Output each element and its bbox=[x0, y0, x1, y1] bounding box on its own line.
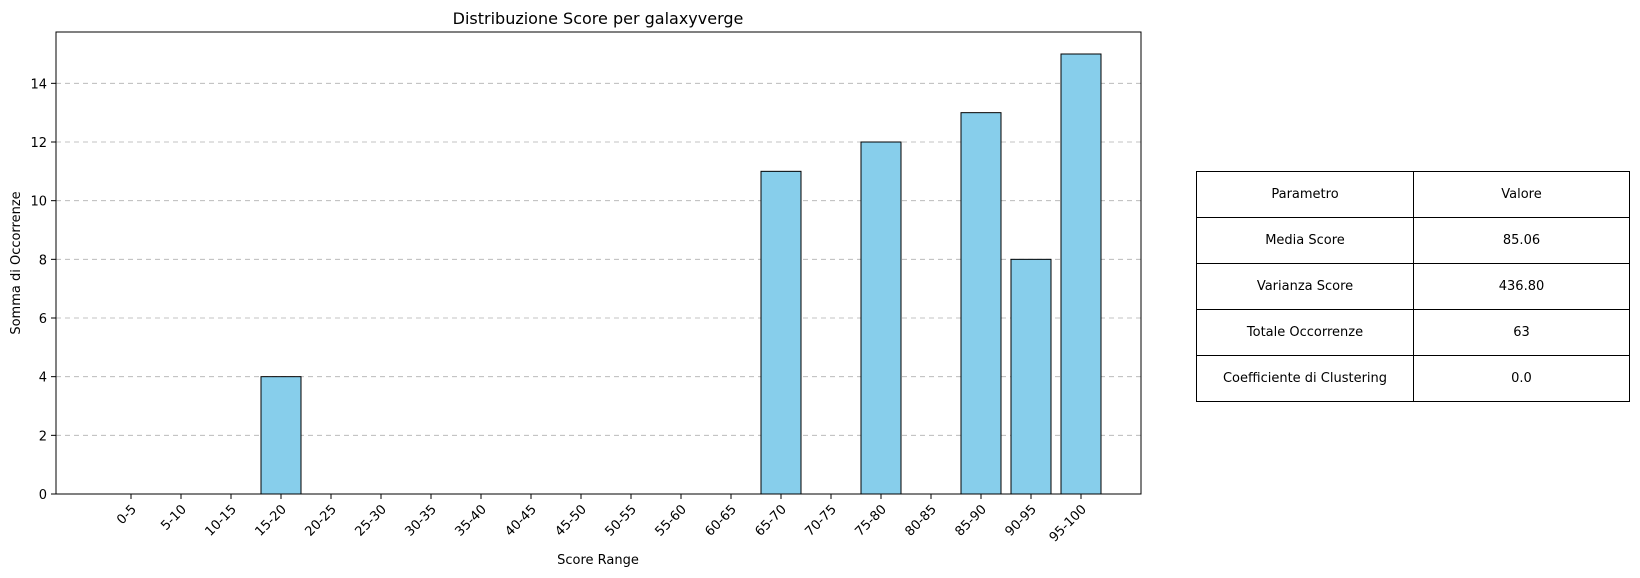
y-tick-label: 14 bbox=[30, 77, 47, 92]
table-header-row: Parametro Valore bbox=[1196, 171, 1630, 218]
stats-table: Parametro Valore Media Score 85.06 Varianza … bbox=[1196, 171, 1630, 402]
x-tick-label: 30-35 bbox=[403, 502, 440, 539]
x-tick-label: 50-55 bbox=[603, 502, 640, 539]
table-cell: 436.80 bbox=[1413, 263, 1630, 310]
x-tick-label: 80-85 bbox=[903, 502, 940, 539]
bars bbox=[260, 53, 1102, 495]
table-cell: 0.0 bbox=[1413, 355, 1630, 402]
x-tick-label: 40-45 bbox=[503, 502, 540, 539]
y-tick-label: 8 bbox=[39, 253, 47, 268]
table-cell: Media Score bbox=[1196, 217, 1414, 264]
x-axis-label: Score Range bbox=[557, 553, 639, 568]
table-cell: 63 bbox=[1413, 309, 1630, 356]
table-header-cell: Parametro bbox=[1196, 171, 1414, 218]
x-tick-label: 15-20 bbox=[253, 502, 290, 539]
x-tick-label: 95-100 bbox=[1047, 502, 1090, 545]
x-tick-label: 65-70 bbox=[753, 502, 790, 539]
table-cell: Coefficiente di Clustering bbox=[1196, 355, 1414, 402]
x-tick-label: 70-75 bbox=[803, 502, 840, 539]
bar-90-95 bbox=[1010, 258, 1052, 495]
x-tick-label: 75-80 bbox=[853, 502, 890, 539]
table-row: Varianza Score 436.80 bbox=[1196, 263, 1630, 310]
bar-65-70 bbox=[760, 170, 802, 495]
y-tick-label: 4 bbox=[39, 371, 47, 386]
table-row: Totale Occorrenze 63 bbox=[1196, 309, 1630, 356]
x-tick-label: 0-5 bbox=[114, 502, 140, 528]
bar-95-100 bbox=[1060, 53, 1102, 495]
x-tick-label: 85-90 bbox=[953, 502, 990, 539]
table-cell: Totale Occorrenze bbox=[1196, 309, 1414, 356]
x-tick-label: 20-25 bbox=[303, 502, 340, 539]
bar-85-90 bbox=[960, 112, 1002, 495]
y-axis-label: Somma di Occorrenze bbox=[9, 191, 24, 334]
x-tick-label: 45-50 bbox=[553, 502, 590, 539]
x-tick-label: 60-65 bbox=[703, 502, 740, 539]
y-tick-label: 0 bbox=[39, 488, 47, 503]
x-tick-label: 90-95 bbox=[1003, 502, 1040, 539]
x-tick-label: 55-60 bbox=[653, 502, 690, 539]
x-axis-ticks: 0-5 5-10 10-15 15-20 20-25 25-30 30-35 35-40 40-… bbox=[114, 494, 1090, 545]
y-tick-label: 6 bbox=[39, 312, 47, 327]
bar-15-20 bbox=[260, 376, 302, 495]
y-tick-label: 12 bbox=[30, 136, 47, 151]
y-axis-ticks: 0 2 4 6 8 10 12 14 bbox=[30, 77, 56, 503]
table-row: Media Score 85.06 bbox=[1196, 217, 1630, 264]
y-tick-label: 2 bbox=[39, 429, 47, 444]
x-tick-label: 25-30 bbox=[353, 502, 390, 539]
x-tick-label: 5-10 bbox=[158, 502, 189, 533]
table-header-cell: Valore bbox=[1413, 171, 1630, 218]
x-tick-label: 10-15 bbox=[203, 502, 240, 539]
table-cell: Varianza Score bbox=[1196, 263, 1414, 310]
y-tick-label: 10 bbox=[30, 195, 47, 210]
chart-title: Distribuzione Score per galaxyverge bbox=[453, 9, 744, 28]
plot-frame bbox=[55, 31, 1142, 495]
table-row: Coefficiente di Clustering 0.0 bbox=[1196, 355, 1630, 402]
gridlines bbox=[56, 82, 1141, 436]
x-tick-label: 35-40 bbox=[453, 502, 490, 539]
bar-75-80 bbox=[860, 141, 902, 495]
table-cell: 85.06 bbox=[1413, 217, 1630, 264]
